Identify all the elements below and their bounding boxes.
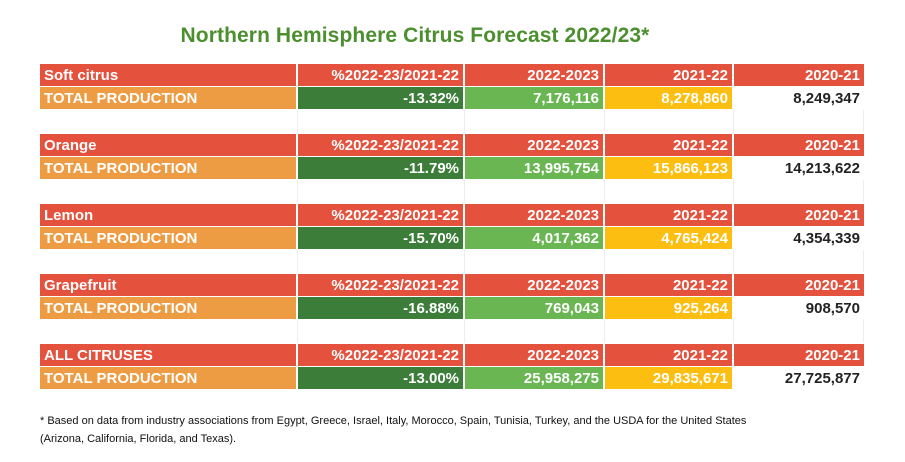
pct-change-value: -13.32% xyxy=(298,87,465,110)
spacer-cell xyxy=(465,110,605,133)
spacer-cell xyxy=(40,250,298,273)
spacer-cell xyxy=(605,320,734,343)
category-name: Grapefruit xyxy=(40,274,298,297)
total-production-label: TOTAL PRODUCTION xyxy=(40,157,298,180)
spacer-cell xyxy=(605,250,734,273)
header-2022-2023: 2022-2023 xyxy=(465,344,605,367)
value-2022-2023: 25,958,275 xyxy=(465,367,605,390)
header-2022-2023: 2022-2023 xyxy=(465,204,605,227)
total-production-row: TOTAL PRODUCTION -13.32% 7,176,116 8,278,86… xyxy=(40,87,864,110)
spacer-row xyxy=(40,110,864,134)
header-row: Lemon %2022-23/2021-22 2022-2023 2021-22 202… xyxy=(40,204,864,227)
value-2022-2023: 769,043 xyxy=(465,297,605,320)
spacer-cell xyxy=(465,250,605,273)
citrus-forecast-table: Soft citrus %2022-23/2021-22 2022-2023 2021… xyxy=(40,64,864,416)
spacer-cell xyxy=(465,320,605,343)
value-2021-22: 8,278,860 xyxy=(605,87,734,110)
total-production-label: TOTAL PRODUCTION xyxy=(40,87,298,110)
total-production-label: TOTAL PRODUCTION xyxy=(40,297,298,320)
spacer-cell xyxy=(734,110,864,133)
value-2021-22: 15,866,123 xyxy=(605,157,734,180)
header-pct: %2022-23/2021-22 xyxy=(298,64,465,87)
value-2022-2023: 4,017,362 xyxy=(465,227,605,250)
value-2020-21: 908,570 xyxy=(734,297,864,320)
header-2022-2023: 2022-2023 xyxy=(465,274,605,297)
header-2021-22: 2021-22 xyxy=(605,274,734,297)
table-block-orange: Orange %2022-23/2021-22 2022-2023 2021-22 20… xyxy=(40,134,864,204)
spacer-cell xyxy=(298,110,465,133)
pct-change-value: -15.70% xyxy=(298,227,465,250)
spacer-cell xyxy=(298,320,465,343)
spacer-cell xyxy=(734,250,864,273)
value-2021-22: 4,765,424 xyxy=(605,227,734,250)
pct-change-value: -13.00% xyxy=(298,367,465,390)
category-name: Soft citrus xyxy=(40,64,298,87)
category-name: ALL CITRUSES xyxy=(40,344,298,367)
pct-change-value: -11.79% xyxy=(298,157,465,180)
header-2022-2023: 2022-2023 xyxy=(465,134,605,157)
header-2020-21: 2020-21 xyxy=(734,64,864,87)
header-row: Orange %2022-23/2021-22 2022-2023 2021-22 20… xyxy=(40,134,864,157)
header-2020-21: 2020-21 xyxy=(734,344,864,367)
value-2022-2023: 7,176,116 xyxy=(465,87,605,110)
value-2022-2023: 13,995,754 xyxy=(465,157,605,180)
total-production-row: TOTAL PRODUCTION -13.00% 25,958,275 29,835,… xyxy=(40,367,864,390)
value-2020-21: 8,249,347 xyxy=(734,87,864,110)
spacer-cell xyxy=(40,180,298,203)
spacer-cell xyxy=(465,180,605,203)
page-title: Northern Hemisphere Citrus Forecast 2022… xyxy=(180,24,650,47)
spacer-cell xyxy=(40,110,298,133)
footnote: * Based on data from industry associatio… xyxy=(40,412,860,448)
header-2021-22: 2021-22 xyxy=(605,344,734,367)
category-name: Lemon xyxy=(40,204,298,227)
header-2021-22: 2021-22 xyxy=(605,134,734,157)
value-2020-21: 27,725,877 xyxy=(734,367,864,390)
total-production-row: TOTAL PRODUCTION -15.70% 4,017,362 4,765,42… xyxy=(40,227,864,250)
spacer-row xyxy=(40,320,864,344)
header-row: Grapefruit %2022-23/2021-22 2022-2023 2021-… xyxy=(40,274,864,297)
header-pct: %2022-23/2021-22 xyxy=(298,344,465,367)
header-2020-21: 2020-21 xyxy=(734,134,864,157)
header-2021-22: 2021-22 xyxy=(605,204,734,227)
header-pct: %2022-23/2021-22 xyxy=(298,134,465,157)
spacer-cell xyxy=(605,110,734,133)
total-production-row: TOTAL PRODUCTION -16.88% 769,043 925,264 908… xyxy=(40,297,864,320)
pct-change-value: -16.88% xyxy=(298,297,465,320)
table-block-lemon: Lemon %2022-23/2021-22 2022-2023 2021-22 202… xyxy=(40,204,864,274)
spacer-cell xyxy=(298,180,465,203)
spacer-row xyxy=(40,180,864,204)
footnote-line-2: (Arizona, California, Florida, and Texas… xyxy=(40,433,237,445)
table-block-grapefruit: Grapefruit %2022-23/2021-22 2022-2023 2021-… xyxy=(40,274,864,344)
value-2021-22: 925,264 xyxy=(605,297,734,320)
value-2020-21: 4,354,339 xyxy=(734,227,864,250)
table-block-soft-citrus: Soft citrus %2022-23/2021-22 2022-2023 2021… xyxy=(40,64,864,134)
header-2020-21: 2020-21 xyxy=(734,274,864,297)
header-pct: %2022-23/2021-22 xyxy=(298,204,465,227)
spacer-cell xyxy=(605,180,734,203)
spacer-cell xyxy=(298,250,465,273)
spacer-cell xyxy=(734,320,864,343)
header-2022-2023: 2022-2023 xyxy=(465,64,605,87)
spacer-row xyxy=(40,250,864,274)
table-block-all-citruses: ALL CITRUSES %2022-23/2021-22 2022-2023 202… xyxy=(40,344,864,390)
total-production-label: TOTAL PRODUCTION xyxy=(40,367,298,390)
header-row: ALL CITRUSES %2022-23/2021-22 2022-2023 202… xyxy=(40,344,864,367)
header-row: Soft citrus %2022-23/2021-22 2022-2023 2021… xyxy=(40,64,864,87)
spacer-cell xyxy=(40,320,298,343)
value-2020-21: 14,213,622 xyxy=(734,157,864,180)
spacer-cell xyxy=(734,180,864,203)
total-production-row: TOTAL PRODUCTION -11.79% 13,995,754 15,866,… xyxy=(40,157,864,180)
header-2021-22: 2021-22 xyxy=(605,64,734,87)
header-2020-21: 2020-21 xyxy=(734,204,864,227)
value-2021-22: 29,835,671 xyxy=(605,367,734,390)
category-name: Orange xyxy=(40,134,298,157)
footnote-line-1: * Based on data from industry associatio… xyxy=(40,415,747,427)
header-pct: %2022-23/2021-22 xyxy=(298,274,465,297)
total-production-label: TOTAL PRODUCTION xyxy=(40,227,298,250)
